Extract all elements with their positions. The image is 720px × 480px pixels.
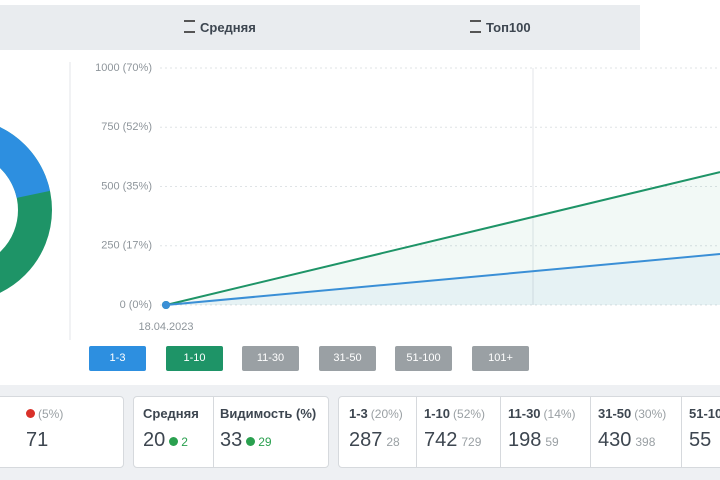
position-value: 55 [689,429,712,451]
metric-label: Средняя [143,406,199,421]
separator [681,397,682,467]
position-label: 1-10 [424,406,451,421]
position-delta: 59 [545,435,559,449]
tab[interactable]: Топ100 [470,20,531,35]
tab-bar: Средняя Топ100 [0,5,640,50]
line [165,253,720,306]
position-label: 11-30 [508,406,541,421]
position-share: (14%) [543,407,576,421]
chart: 0 (0%) 250 (17%) 500 (35%) 750 (52%) 1000 (7… [0,62,720,340]
position-delta: 28 [386,435,400,449]
donut-segment [0,127,50,198]
metric-value: 20 2 [143,429,188,451]
point [162,301,170,309]
separator [590,397,591,467]
metrics-card: Средняя 20 2 Видимость (%) 33 29 [133,396,329,468]
filter-button[interactable]: 11-30 [242,346,299,371]
position-value: 287 28 [349,429,400,451]
y-tick-label: 1000 (70%) [95,62,152,74]
metric-label: Видимость (%) [220,406,317,421]
separator [500,397,501,467]
position-value: 430 398 [598,429,656,451]
position-label: 51-10 [689,406,720,421]
metric-delta: 29 [246,435,271,449]
filter-button[interactable]: 1-3 [89,346,146,371]
position-delta: 398 [635,435,656,449]
change: (5%) [26,407,63,421]
position: 11-30 (14%) 198 59 [508,405,576,452]
position-label: 31-50 [598,406,632,421]
position-share: (20%) [370,407,403,421]
y-tick-label: 250 (17%) [101,240,152,252]
y-tick-label: 750 (52%) [101,121,152,133]
metric: Средняя 20 2 [143,405,199,452]
tab[interactable]: Средняя [184,20,256,35]
filter-button[interactable]: 101+ [472,346,529,371]
position: 31-50 (30%) 430 398 [598,405,666,452]
line [165,171,720,306]
separator [213,397,214,467]
filter-button[interactable]: 31-50 [319,346,376,371]
positions-card: 1-3 (20%) 287 28 1-10 (52%) 742 729 11-30 (14%) 19… [338,396,720,468]
position-share: (30%) [634,407,667,421]
metric-value: 33 29 [220,429,272,451]
position-label: 1-3 [349,406,368,421]
position: 51-10 55 [689,405,720,452]
position-delta: 729 [461,435,482,449]
value: 71 [26,429,49,451]
x-tick-label: 18.04.2023 [138,321,193,333]
filter-button[interactable]: 1-10 [166,346,223,371]
y-tick-label: 500 (35%) [101,180,152,192]
position-value: 742 729 [424,429,482,451]
metric-delta: 2 [169,435,188,449]
summary-card: (5%) 71 [0,396,124,468]
position-share: (52%) [453,407,486,421]
filter-button[interactable]: 51-100 [395,346,452,371]
donut-ring [0,127,52,293]
position: 1-3 (20%) 287 28 [349,405,403,452]
metric: Видимость (%) 33 29 [220,405,316,452]
separator [416,397,417,467]
y-tick-label: 0 (0%) [120,299,152,311]
position-value: 198 59 [508,429,559,451]
position: 1-10 (52%) 742 729 [424,405,485,452]
